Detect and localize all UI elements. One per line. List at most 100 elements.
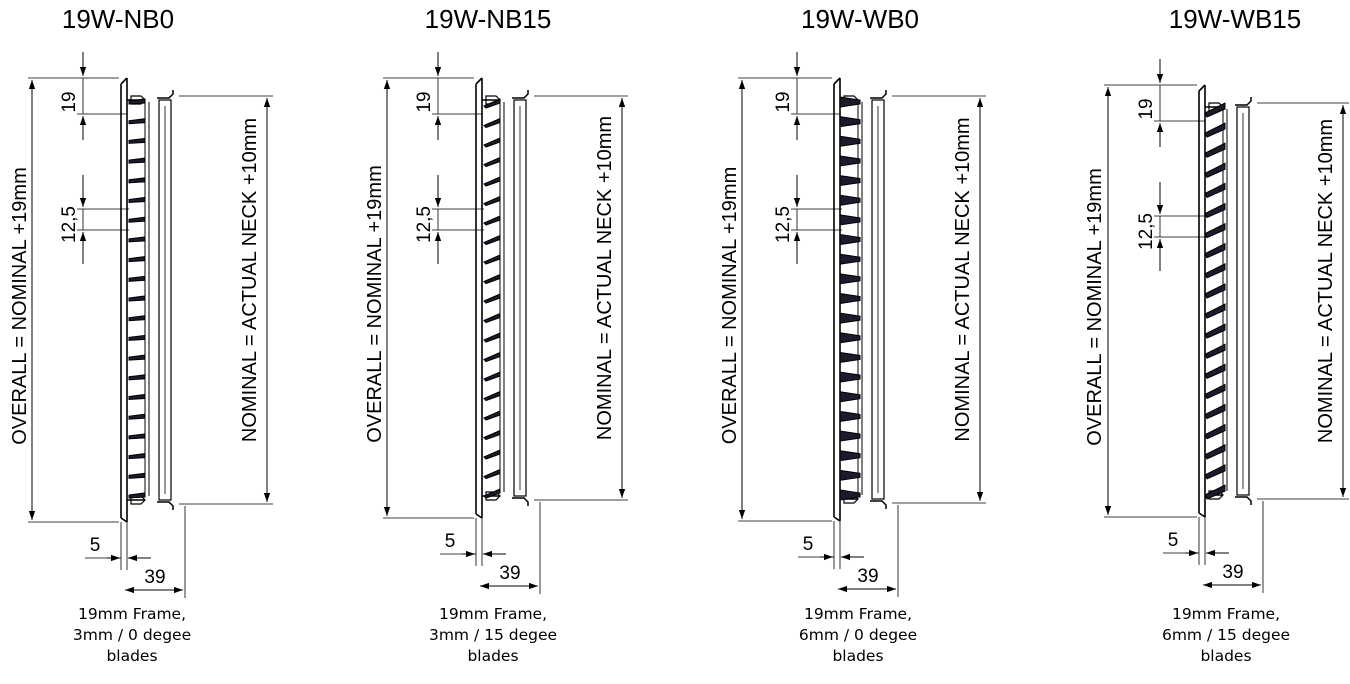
- blade: [1204, 162, 1226, 178]
- drawing-title-19w-nb15: 19W-NB15: [424, 4, 552, 34]
- blade: [128, 275, 146, 282]
- blade: [1204, 423, 1226, 440]
- overall-dimension-label: OVERALL = NOMINAL +19mm: [1084, 168, 1106, 446]
- blade: [1204, 142, 1226, 158]
- top-neck-lip: [512, 90, 529, 99]
- blade: [483, 176, 501, 187]
- bottom-neck-lip: [512, 497, 529, 506]
- blade: [839, 430, 861, 442]
- bottom-neck-lip: [157, 501, 174, 510]
- neck-duct: [1236, 106, 1250, 496]
- offset-dimension-label: 5: [1168, 530, 1179, 551]
- blade: [1204, 202, 1226, 219]
- caption-line: blades: [467, 647, 519, 665]
- blade: [839, 194, 861, 206]
- blade: [128, 492, 146, 499]
- blade: [1204, 403, 1226, 420]
- blade: [839, 332, 861, 344]
- frame-dimension-label: 19: [1136, 98, 1157, 119]
- blade: [839, 214, 861, 226]
- nominal-dimension-label: NOMINAL = ACTUAL NECK +10mm: [239, 118, 261, 442]
- depth-dimension-label: 39: [144, 567, 165, 588]
- neck-duct: [871, 99, 885, 500]
- blade: [1204, 383, 1226, 400]
- blade: [839, 253, 861, 265]
- blade: [128, 433, 146, 440]
- grille-drawing-19w-wb0: OVERALL = NOMINAL +19mm NOMINAL = ACTUAL …: [719, 52, 986, 597]
- blade: [483, 215, 501, 226]
- blade: [839, 175, 861, 187]
- frame-dimension-label: 19: [414, 91, 435, 112]
- overall-dimension-label: OVERALL = NOMINAL +19mm: [719, 167, 741, 445]
- drawing-title-19w-wb15: 19W-WB15: [1168, 4, 1302, 34]
- grille-drawing-19w-nb0: OVERALL = NOMINAL +19mm NOMINAL = ACTUAL …: [9, 52, 273, 598]
- drawing-title-19w-wb0: 19W-WB0: [801, 4, 919, 34]
- nominal-dimension-label: NOMINAL = ACTUAL NECK +10mm: [952, 117, 974, 441]
- blade: [839, 116, 861, 128]
- blade: [483, 488, 501, 499]
- blade: [483, 312, 501, 324]
- blade: [128, 453, 146, 460]
- blade: [128, 196, 146, 204]
- drawing-caption-19w-nb0: 19mm Frame, 3mm / 0 degee blades: [32, 604, 232, 667]
- caption-line: 19mm Frame,: [438, 605, 548, 623]
- blade: [483, 137, 501, 148]
- bottom-neck-lip: [1235, 496, 1252, 505]
- neck-duct: [513, 99, 527, 497]
- top-neck-lip: [157, 90, 174, 99]
- frame-flange: [1198, 84, 1223, 518]
- depth-dimension-label: 39: [499, 563, 520, 584]
- blade: [483, 254, 501, 265]
- blade: [483, 390, 501, 402]
- depth-dimension-label: 39: [1222, 562, 1243, 583]
- blade: [128, 374, 146, 381]
- caption-line: 3mm / 0 degee: [72, 626, 192, 644]
- blade: [128, 177, 146, 184]
- depth-dimension-label: 39: [857, 566, 878, 587]
- blade: [839, 351, 861, 364]
- neck-duct: [158, 99, 172, 501]
- blade: [483, 429, 501, 441]
- blade: [483, 156, 501, 168]
- caption-line: 3mm / 15 degee: [428, 626, 558, 644]
- blade: [128, 413, 146, 420]
- pitch-dimension-label: 12,5: [773, 206, 794, 243]
- blade: [839, 371, 861, 383]
- blade: [839, 135, 861, 147]
- nominal-dimension-label: NOMINAL = ACTUAL NECK +10mm: [1315, 119, 1337, 443]
- frame-flange: [120, 77, 145, 523]
- blade: [483, 293, 501, 304]
- blade: [839, 233, 861, 246]
- top-neck-lip: [870, 90, 887, 99]
- blade: [128, 354, 146, 361]
- drawing-caption-19w-wb0: 19mm Frame, 6mm / 0 degee blades: [758, 604, 958, 667]
- caption-line: 6mm / 15 degee: [1161, 626, 1291, 644]
- offset-dimension-label: 5: [445, 531, 456, 552]
- blade: [483, 351, 501, 363]
- blade: [483, 117, 501, 129]
- blade: [1204, 303, 1226, 319]
- blade: [128, 98, 146, 105]
- blade: [1204, 323, 1226, 339]
- caption-line: blades: [1200, 647, 1252, 665]
- blade: [1204, 182, 1226, 199]
- blade: [1204, 122, 1226, 138]
- blade: [483, 234, 501, 246]
- blade: [128, 236, 146, 243]
- bottom-neck-lip: [870, 500, 887, 509]
- blade: [1204, 343, 1226, 359]
- top-neck-lip: [1235, 97, 1252, 106]
- blade: [128, 472, 146, 479]
- pitch-dimension-label: 12,5: [59, 206, 80, 243]
- blade: [483, 468, 501, 480]
- blade: [128, 295, 146, 302]
- blade: [839, 155, 861, 167]
- blade: [128, 315, 146, 322]
- caption-line: 19mm Frame,: [803, 605, 913, 623]
- caption-line: blades: [106, 647, 158, 665]
- grille-drawing-19w-wb15: OVERALL = NOMINAL +19mm NOMINAL = ACTUAL …: [1084, 59, 1349, 593]
- offset-dimension-label: 5: [803, 534, 814, 555]
- blade: [839, 312, 861, 324]
- blade: [1204, 484, 1226, 500]
